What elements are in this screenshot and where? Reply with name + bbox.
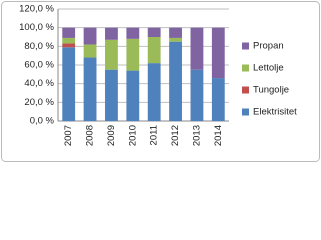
y-tick-label: 120,0 % <box>19 4 54 15</box>
bar-segment <box>83 57 97 121</box>
legend-label: Tungolje <box>253 85 289 96</box>
x-tick-label: 2013 <box>191 125 202 146</box>
x-tick-label: 2014 <box>213 125 224 146</box>
bar-segment <box>147 63 161 121</box>
bar-segment <box>105 69 118 121</box>
bar-segment <box>169 27 182 38</box>
bar-segment <box>190 69 204 121</box>
legend-label: Lettolje <box>253 63 284 74</box>
bar-segment <box>105 27 118 40</box>
legend-swatch <box>242 64 249 72</box>
bar-segment <box>147 27 161 37</box>
bar-segment <box>169 41 182 121</box>
bar-segment <box>62 37 76 44</box>
legend-label: Elektrisitet <box>253 107 297 118</box>
x-tick-label: 2010 <box>127 125 138 146</box>
x-tick-label: 2009 <box>106 125 117 146</box>
bar-segment <box>83 44 97 58</box>
bar-segment <box>126 70 140 121</box>
legend-swatch <box>242 42 249 50</box>
legend-swatch <box>242 108 249 116</box>
bar-segment <box>147 37 161 64</box>
x-tick-label: 2011 <box>149 125 160 145</box>
bar-segment <box>105 39 118 70</box>
bar-segment <box>126 38 140 71</box>
y-tick-label: 80,0 % <box>24 41 54 52</box>
bar-segment <box>126 27 140 39</box>
legend-label: Propan <box>253 41 284 52</box>
bar-segment <box>211 78 225 121</box>
x-tick-label: 2007 <box>63 125 74 146</box>
x-tick-label: 2008 <box>85 125 96 146</box>
bar-segment <box>211 27 225 79</box>
bar-segment <box>83 27 97 45</box>
x-tick-label: 2012 <box>170 125 181 146</box>
bar-segment <box>169 37 182 42</box>
bar-segment <box>190 27 204 70</box>
y-tick-label: 20,0 % <box>24 97 54 108</box>
bar-segment <box>62 47 76 122</box>
y-tick-label: 0,0 % <box>30 116 55 127</box>
y-tick-label: 40,0 % <box>24 78 54 89</box>
y-tick-label: 100,0 % <box>19 22 54 33</box>
legend-swatch <box>242 86 249 94</box>
bar-segment <box>62 43 76 48</box>
chart: 0,0 % 20,0 % 40,0 % 60,0 % 80,0 % 100,0 % 120,… <box>1 1 320 162</box>
bar-segment <box>62 27 76 38</box>
y-tick-label: 60,0 % <box>24 60 54 71</box>
